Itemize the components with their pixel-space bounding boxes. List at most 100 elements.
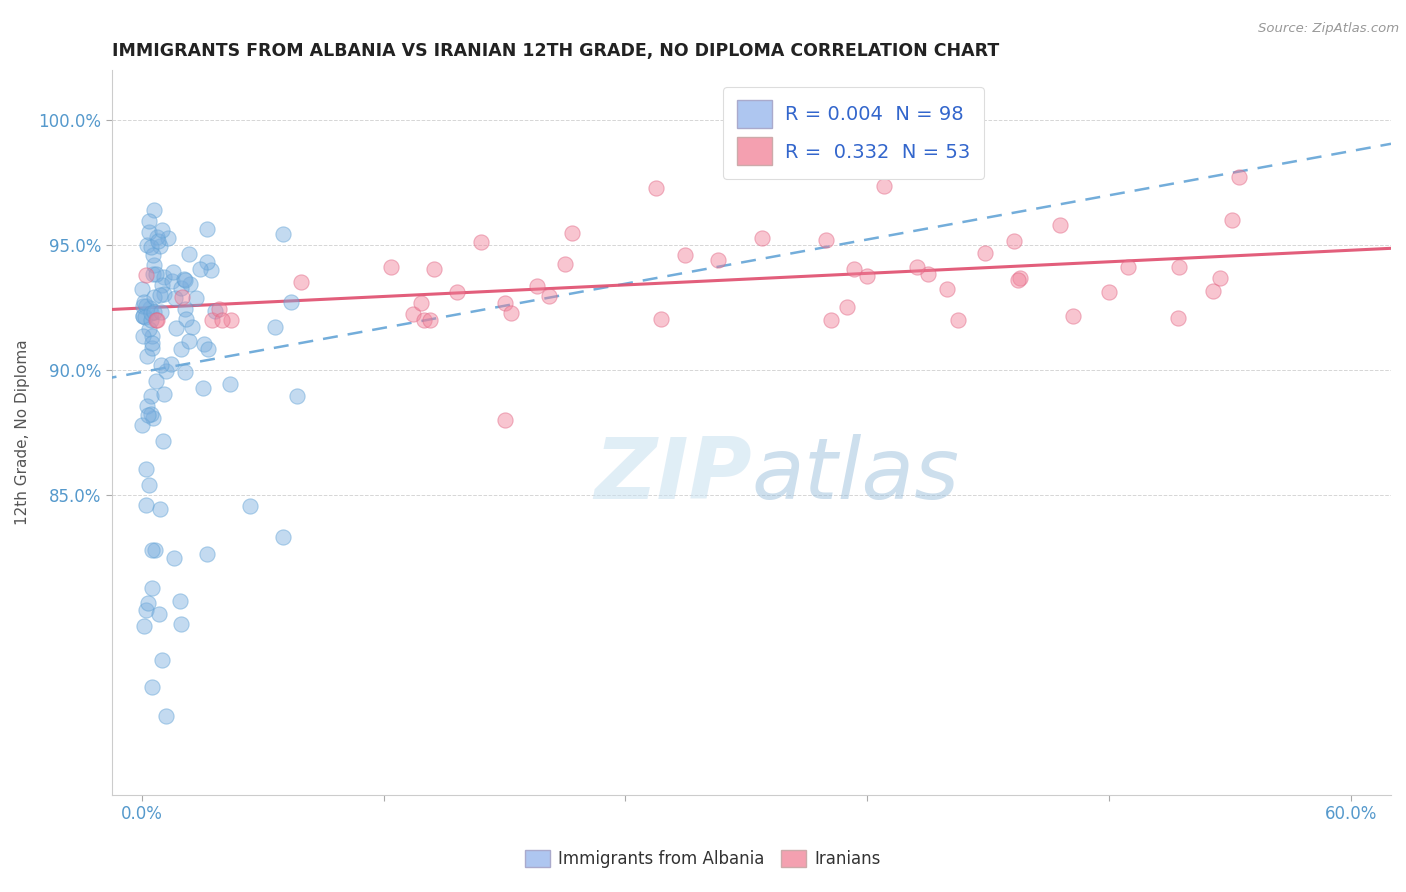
Point xyxy=(446,285,468,299)
Point xyxy=(135,462,157,476)
Point xyxy=(917,267,939,281)
Text: Source: ZipAtlas.com: Source: ZipAtlas.com xyxy=(1258,22,1399,36)
Point xyxy=(131,282,153,296)
Point xyxy=(173,273,195,287)
Point xyxy=(139,306,162,320)
Point xyxy=(170,281,193,295)
Point xyxy=(136,238,159,252)
Point xyxy=(197,342,219,356)
Point xyxy=(157,230,180,244)
Point xyxy=(143,543,166,558)
Point xyxy=(142,267,165,281)
Point xyxy=(1167,260,1189,274)
Point xyxy=(204,304,226,318)
Point xyxy=(138,322,160,336)
Point xyxy=(132,329,155,343)
Point xyxy=(150,653,173,667)
Point xyxy=(285,389,308,403)
Point xyxy=(494,296,516,310)
Point xyxy=(1098,285,1121,299)
Point xyxy=(271,530,294,544)
Point xyxy=(138,301,160,315)
Point xyxy=(136,350,159,364)
Point xyxy=(650,311,672,326)
Point xyxy=(163,551,186,566)
Point xyxy=(1007,273,1029,287)
Point xyxy=(193,337,215,351)
Point xyxy=(499,306,522,320)
Point xyxy=(856,268,879,283)
Point xyxy=(149,502,172,516)
Point xyxy=(1227,170,1250,185)
Point xyxy=(290,275,312,289)
Point xyxy=(751,231,773,245)
Point xyxy=(169,594,191,608)
Point xyxy=(150,359,173,373)
Point xyxy=(263,319,285,334)
Point xyxy=(470,235,492,249)
Point xyxy=(402,307,425,321)
Point xyxy=(141,336,163,351)
Point xyxy=(208,301,231,316)
Point xyxy=(148,607,170,621)
Point xyxy=(176,312,198,326)
Point xyxy=(195,547,218,561)
Point xyxy=(820,313,842,327)
Point xyxy=(142,248,165,262)
Point xyxy=(271,227,294,242)
Point xyxy=(136,595,159,609)
Point xyxy=(163,291,186,305)
Point xyxy=(946,313,969,327)
Point xyxy=(165,321,187,335)
Point xyxy=(142,305,165,319)
Point xyxy=(195,255,218,269)
Point xyxy=(644,181,666,195)
Point xyxy=(177,246,200,260)
Point xyxy=(132,309,155,323)
Point xyxy=(561,227,583,241)
Point xyxy=(152,434,174,449)
Point xyxy=(195,222,218,236)
Point xyxy=(675,248,697,262)
Point xyxy=(152,387,174,401)
Point xyxy=(170,290,193,304)
Point xyxy=(139,407,162,421)
Point xyxy=(554,257,576,271)
Y-axis label: 12th Grade, No Diploma: 12th Grade, No Diploma xyxy=(15,340,30,525)
Point xyxy=(162,265,184,279)
Point xyxy=(935,282,957,296)
Point xyxy=(219,376,242,391)
Point xyxy=(814,233,837,247)
Point xyxy=(1062,309,1084,323)
Point xyxy=(152,278,174,293)
Point xyxy=(142,259,165,273)
Point xyxy=(409,295,432,310)
Point xyxy=(142,290,165,304)
Point xyxy=(138,225,160,239)
Point xyxy=(423,262,446,277)
Point xyxy=(1002,234,1025,248)
Point xyxy=(139,239,162,253)
Legend: R = 0.004  N = 98, R =  0.332  N = 53: R = 0.004 N = 98, R = 0.332 N = 53 xyxy=(723,87,984,178)
Point xyxy=(1116,260,1139,275)
Point xyxy=(141,681,163,695)
Point xyxy=(134,294,156,309)
Text: IMMIGRANTS FROM ALBANIA VS IRANIAN 12TH GRADE, NO DIPLOMA CORRELATION CHART: IMMIGRANTS FROM ALBANIA VS IRANIAN 12TH … xyxy=(111,42,1000,60)
Point xyxy=(177,334,200,348)
Point xyxy=(134,310,156,324)
Point xyxy=(138,477,160,491)
Point xyxy=(494,413,516,427)
Point xyxy=(537,288,560,302)
Point xyxy=(149,288,172,302)
Point xyxy=(239,500,262,514)
Point xyxy=(201,313,224,327)
Point xyxy=(1167,311,1189,326)
Point xyxy=(179,277,201,291)
Point xyxy=(211,313,233,327)
Point xyxy=(1220,213,1243,227)
Point xyxy=(145,313,167,327)
Text: atlas: atlas xyxy=(751,434,959,517)
Point xyxy=(142,410,165,425)
Point xyxy=(141,543,163,558)
Point xyxy=(145,230,167,244)
